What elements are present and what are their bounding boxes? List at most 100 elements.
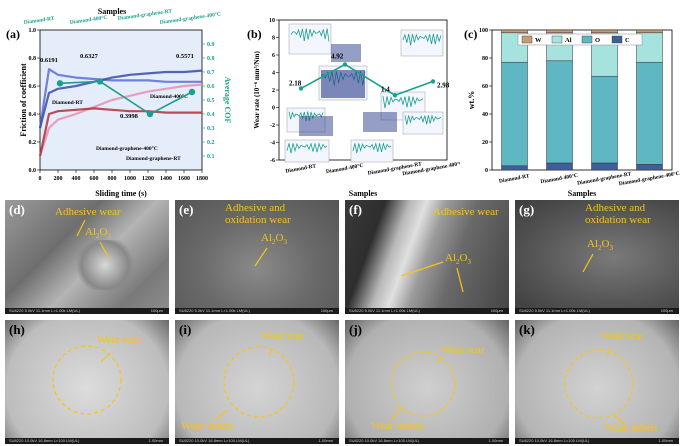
stacked-bar-segment: [546, 162, 573, 171]
annotation-wear-scar: Wear scar: [441, 344, 485, 356]
x-tick-label: 1000: [124, 176, 136, 182]
sem-info-text: SU8220 10.0kV 16.8mm L×100 LM(UL): [349, 438, 420, 443]
wear-rate-point: [430, 79, 436, 84]
legend-label: W: [535, 37, 542, 44]
x-axis-title: Sliding time (s): [95, 189, 147, 198]
x-axis-title: Samples: [349, 189, 377, 198]
panel-label-g: (g): [519, 202, 535, 217]
y-tick-label: 10: [269, 18, 275, 24]
y-axis-title: wt.%: [467, 91, 476, 109]
sem-image-f: (f) Adhesive wear Al2O3 SU8220 5.0kV 11.…: [345, 200, 509, 314]
x-tick-label: 0: [39, 176, 42, 182]
samples-axis-title: Samples: [98, 7, 126, 16]
panel-label-c: (c): [464, 27, 477, 41]
sem-info-text: SU8220 5.0kV 11.1mm L×1.00k LM(UL): [179, 308, 250, 313]
y2-tick-label: 0.1: [207, 154, 215, 160]
stacked-bar-segment: [591, 29, 618, 34]
average-cof-label: 0.6191: [40, 57, 58, 64]
profile-inset: [284, 139, 330, 163]
annotation-oxidation-wear: oxidation wear: [225, 214, 291, 226]
sem-image-h: (h) Wear scar SU8220 10.0kV 16.8mm L×100…: [5, 320, 169, 444]
cof-series-line: [38, 83, 203, 157]
wear-scar-outline: [52, 345, 122, 415]
x-tick-label: 400: [72, 176, 81, 182]
panel-label-b: (b): [247, 27, 262, 41]
profile-trace: [286, 142, 328, 154]
sem-info-bar: [515, 438, 679, 444]
y-tick-label: 20: [482, 140, 488, 146]
cof-chart: (a) Samples Diamond-RT Diamond-400°C Diamo…: [6, 7, 232, 198]
wear-scar-outline: [214, 346, 295, 421]
legend-swatch: [611, 35, 623, 44]
annotation-adhesive-and: Adhesive and: [585, 202, 646, 214]
y-tick-label: 100: [479, 28, 488, 34]
annotation-arrows: [582, 253, 594, 273]
annotation-al2o3: Al2O3: [587, 238, 613, 253]
sem-scale-text: 1.00mm: [148, 438, 163, 443]
panel-label-e: (e): [179, 202, 194, 217]
panel-label-f: (f): [349, 202, 362, 217]
sem-info-bar: [345, 308, 509, 314]
y2-axis-title: Average COF: [223, 77, 232, 124]
x-axis-title: Samples: [568, 189, 596, 198]
y2-tick-label: 0.2: [207, 140, 215, 146]
profile-trace: [402, 33, 442, 46]
x-tick-label: 1800: [196, 176, 208, 182]
x-category-label: Diamond-RT: [499, 173, 531, 184]
y2-tick-label: 0.3: [207, 126, 215, 132]
annotation-arrows: [400, 261, 464, 293]
average-cof-point: [96, 78, 104, 85]
profile-inset: [350, 139, 394, 163]
stacked-bar-segment: [501, 61, 528, 167]
cof-series-line: [38, 107, 202, 157]
legend-label: Al: [565, 37, 572, 44]
stacked-bar-segment: [591, 75, 618, 164]
panel-label-a: (a): [6, 27, 20, 41]
wear-rate-label: 2.98: [437, 81, 450, 89]
y2-tick-label: 0.6: [207, 84, 215, 90]
wear-scar-outline: [390, 351, 456, 421]
y-axis-title: Wear rate (10⁻⁶ mm³/Nm): [253, 51, 261, 129]
wear-rate-point: [298, 86, 304, 91]
curve-label: Diamond-400°C: [150, 93, 188, 100]
panel-a: (a) Samples Diamond-RT Diamond-400°C Diamo…: [0, 0, 235, 200]
sem-info-text: SU8220 10.0kV 16.8mm L×100 LM(UL): [9, 438, 80, 443]
sem-info-bar: [345, 438, 509, 444]
curve-label: Diamond-graphene-400°C: [96, 145, 158, 152]
plot-area: [39, 29, 203, 171]
profile-trace: [290, 28, 330, 42]
x-category-label: Diamond-400°C: [325, 162, 364, 175]
annotation-adhesive-and: Adhesive and: [225, 202, 286, 214]
sem-info-bar: [175, 438, 339, 444]
x-tick-label: 1400: [160, 176, 172, 182]
sem-scale-text: 1.00mm: [658, 438, 673, 443]
annotation-oxidation-wear: oxidation wear: [585, 214, 651, 226]
cof-series-line: [38, 69, 203, 129]
wear-track-3d: [321, 70, 365, 98]
annotation-al2o3: Al2O3: [445, 252, 471, 267]
y2-tick-label: 0.9: [207, 42, 215, 48]
sem-info-bar: [515, 308, 679, 314]
panel-label-h: (h): [9, 322, 25, 337]
wear-rate-point: [342, 62, 348, 67]
curve-label: Diamond-graphene-RT: [126, 156, 181, 162]
x-tick-label: 200: [54, 176, 63, 182]
panel-label-d: (d): [9, 202, 25, 217]
y-tick-label: -6: [270, 158, 275, 164]
x-category-label: Diamond-400°C: [540, 172, 579, 185]
y-tick-label: 0: [272, 106, 275, 112]
y-tick-label: 0.2: [29, 140, 37, 146]
annotation-wear-scar: Wear scar: [601, 330, 645, 342]
sem-scale-text: 100μm: [490, 308, 503, 313]
curve-label: Diamond-RT: [52, 100, 83, 106]
legend-label: C: [625, 37, 630, 44]
y-tick-label: 40: [482, 112, 488, 118]
wear-track-3d: [299, 116, 333, 136]
wear-rate-label: 4.92: [331, 52, 344, 60]
x-tick-label: 600: [90, 176, 99, 182]
sem-info-bar: [175, 308, 339, 314]
panel-b: (b) -6 -4 -2 0 2 4 6 8 10 Diamond-RT Diamond-400°C…: [235, 0, 464, 200]
sem-image-d: (d) Adhesive wear Al2O3 SU8220 5.0kV 11.…: [5, 200, 169, 314]
y-tick-label: -4: [270, 141, 275, 147]
